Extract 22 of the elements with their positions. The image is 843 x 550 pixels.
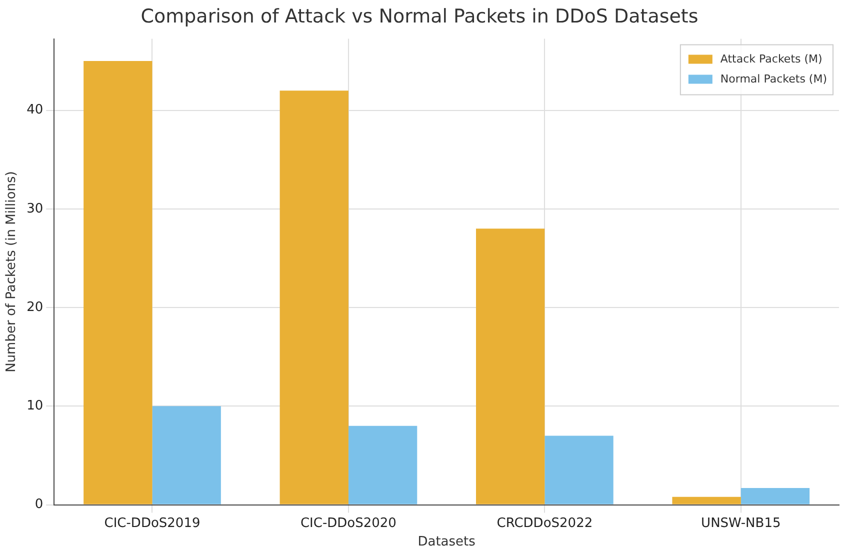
chart-title: Comparison of Attack vs Normal Packets in DDoS Datasets xyxy=(140,5,698,28)
legend-label: Attack Packets (M) xyxy=(720,52,822,66)
x-tick-label: UNSW-NB15 xyxy=(701,516,781,531)
bar xyxy=(348,426,418,504)
bar xyxy=(476,228,545,504)
x-tick-label: CRCDDoS2022 xyxy=(496,516,593,531)
legend-label: Normal Packets (M) xyxy=(720,72,828,86)
bar xyxy=(84,60,152,504)
bar xyxy=(544,436,614,504)
x-tick-label: CIC-DDoS2020 xyxy=(300,516,396,531)
y-tick-label: 40 xyxy=(26,102,44,118)
y-tick-label: 0 xyxy=(34,497,44,512)
bar xyxy=(152,406,221,504)
bar xyxy=(280,90,348,504)
x-axis-title: Datasets xyxy=(418,534,476,550)
y-tick-label: 10 xyxy=(26,398,44,414)
x-tick-label: CIC-DDoS2019 xyxy=(104,516,200,531)
y-axis-title: Number of Packets (in Millions) xyxy=(4,171,20,372)
y-tick-label: 20 xyxy=(26,300,44,315)
bar xyxy=(740,488,810,504)
y-tick-label: 30 xyxy=(26,201,44,216)
bar xyxy=(672,496,741,504)
